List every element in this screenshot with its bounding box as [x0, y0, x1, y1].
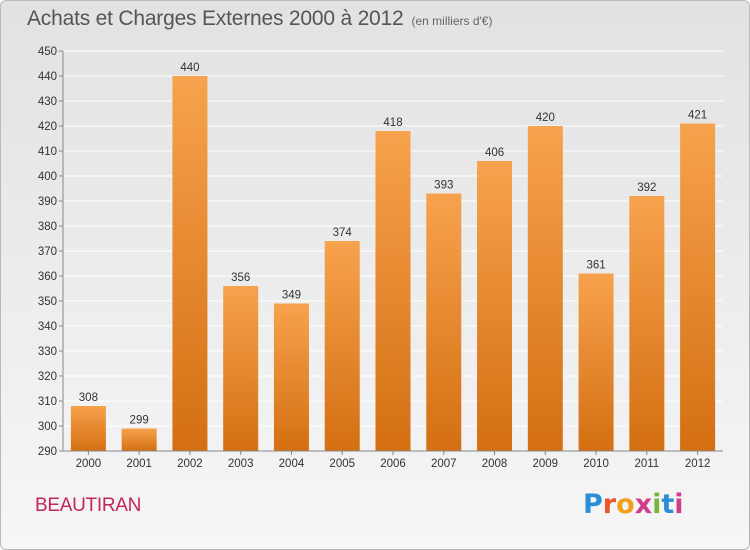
bar-2004 — [273, 303, 309, 451]
bar-2003 — [223, 286, 259, 451]
bar-2012 — [680, 123, 716, 451]
y-tick-label: 390 — [38, 196, 57, 208]
bar-value-label: 421 — [688, 110, 707, 122]
x-tick-label: 2009 — [533, 458, 559, 470]
logo-letter: P — [583, 489, 603, 520]
bar-value-label: 308 — [79, 392, 98, 404]
y-tick-label: 370 — [38, 246, 57, 258]
x-tick-label: 2004 — [279, 458, 305, 470]
bar-value-label: 361 — [586, 260, 605, 272]
y-tick-label: 410 — [38, 146, 57, 158]
y-tick-label: 310 — [38, 396, 57, 408]
bar-2009 — [527, 126, 563, 451]
x-tick-label: 2000 — [76, 458, 102, 470]
bar-value-label: 418 — [383, 117, 402, 129]
logo-letter: o — [616, 489, 635, 520]
x-tick-label: 2010 — [583, 458, 609, 470]
x-tick-label: 2005 — [329, 458, 355, 470]
bar-2010 — [578, 273, 614, 451]
bar-value-label: 393 — [434, 180, 453, 192]
y-tick-label: 440 — [38, 71, 57, 83]
x-tick-label: 2001 — [126, 458, 152, 470]
bar-2001 — [121, 428, 157, 451]
bar-2008 — [477, 161, 513, 451]
bar-2002 — [172, 76, 208, 451]
x-axis: 2000 2001 2002 2003 2004 2005 2006 2007 2008 2009… — [63, 450, 723, 470]
bars: 308 299 440 356 349 374 418 393 406 420 361 392 421 — [70, 62, 716, 451]
x-tick-label: 2007 — [431, 458, 457, 470]
proxiti-logo: Proxiti — [583, 489, 684, 520]
bar-2005 — [324, 241, 360, 451]
bar-value-label: 374 — [333, 227, 353, 239]
y-axis: 290 300 310 320 330 340 350 360 370 380 390 400 410 4… — [38, 46, 64, 458]
chart-title: Achats et Charges Externes 2000 à 2012 (e… — [27, 7, 492, 31]
bar-value-label: 392 — [637, 182, 656, 194]
bar-value-label: 440 — [180, 62, 199, 74]
bar-value-label: 299 — [130, 415, 149, 427]
y-tick-label: 350 — [38, 296, 57, 308]
y-tick-label: 330 — [38, 346, 57, 358]
y-tick-label: 320 — [38, 371, 57, 383]
bar-2000 — [70, 406, 106, 451]
bar-2011 — [629, 196, 665, 451]
logo-letter: x — [634, 489, 653, 520]
x-tick-label: 2002 — [177, 458, 203, 470]
y-tick-label: 450 — [38, 46, 57, 58]
chart-subtitle: (en milliers d'€) — [411, 14, 493, 28]
y-tick-label: 400 — [38, 171, 57, 183]
y-tick-label: 380 — [38, 221, 57, 233]
logo-letter: r — [602, 489, 617, 520]
chart-title-text: Achats et Charges Externes 2000 à 2012 — [27, 7, 404, 30]
bar-value-label: 356 — [231, 272, 250, 284]
y-tick-label: 300 — [38, 421, 57, 433]
y-tick-label: 420 — [38, 121, 57, 133]
bar-value-label: 406 — [485, 147, 504, 159]
bar-value-label: 420 — [536, 112, 555, 124]
x-tick-label: 2008 — [482, 458, 508, 470]
x-tick-label: 2012 — [685, 458, 711, 470]
x-tick-label: 2003 — [228, 458, 254, 470]
y-tick-label: 290 — [38, 446, 57, 458]
town-name: BEAUTIRAN — [35, 495, 142, 516]
bar-value-label: 349 — [282, 290, 301, 302]
x-tick-label: 2006 — [380, 458, 406, 470]
logo-letter: t — [661, 489, 675, 520]
bar-2007 — [426, 193, 462, 451]
logo-letter: i — [674, 489, 684, 520]
y-tick-label: 340 — [38, 321, 57, 333]
y-tick-label: 430 — [38, 96, 57, 108]
y-tick-label: 360 — [38, 271, 57, 283]
logo-letter: i — [652, 489, 662, 520]
x-tick-label: 2011 — [634, 458, 659, 470]
bar-2006 — [375, 131, 411, 451]
